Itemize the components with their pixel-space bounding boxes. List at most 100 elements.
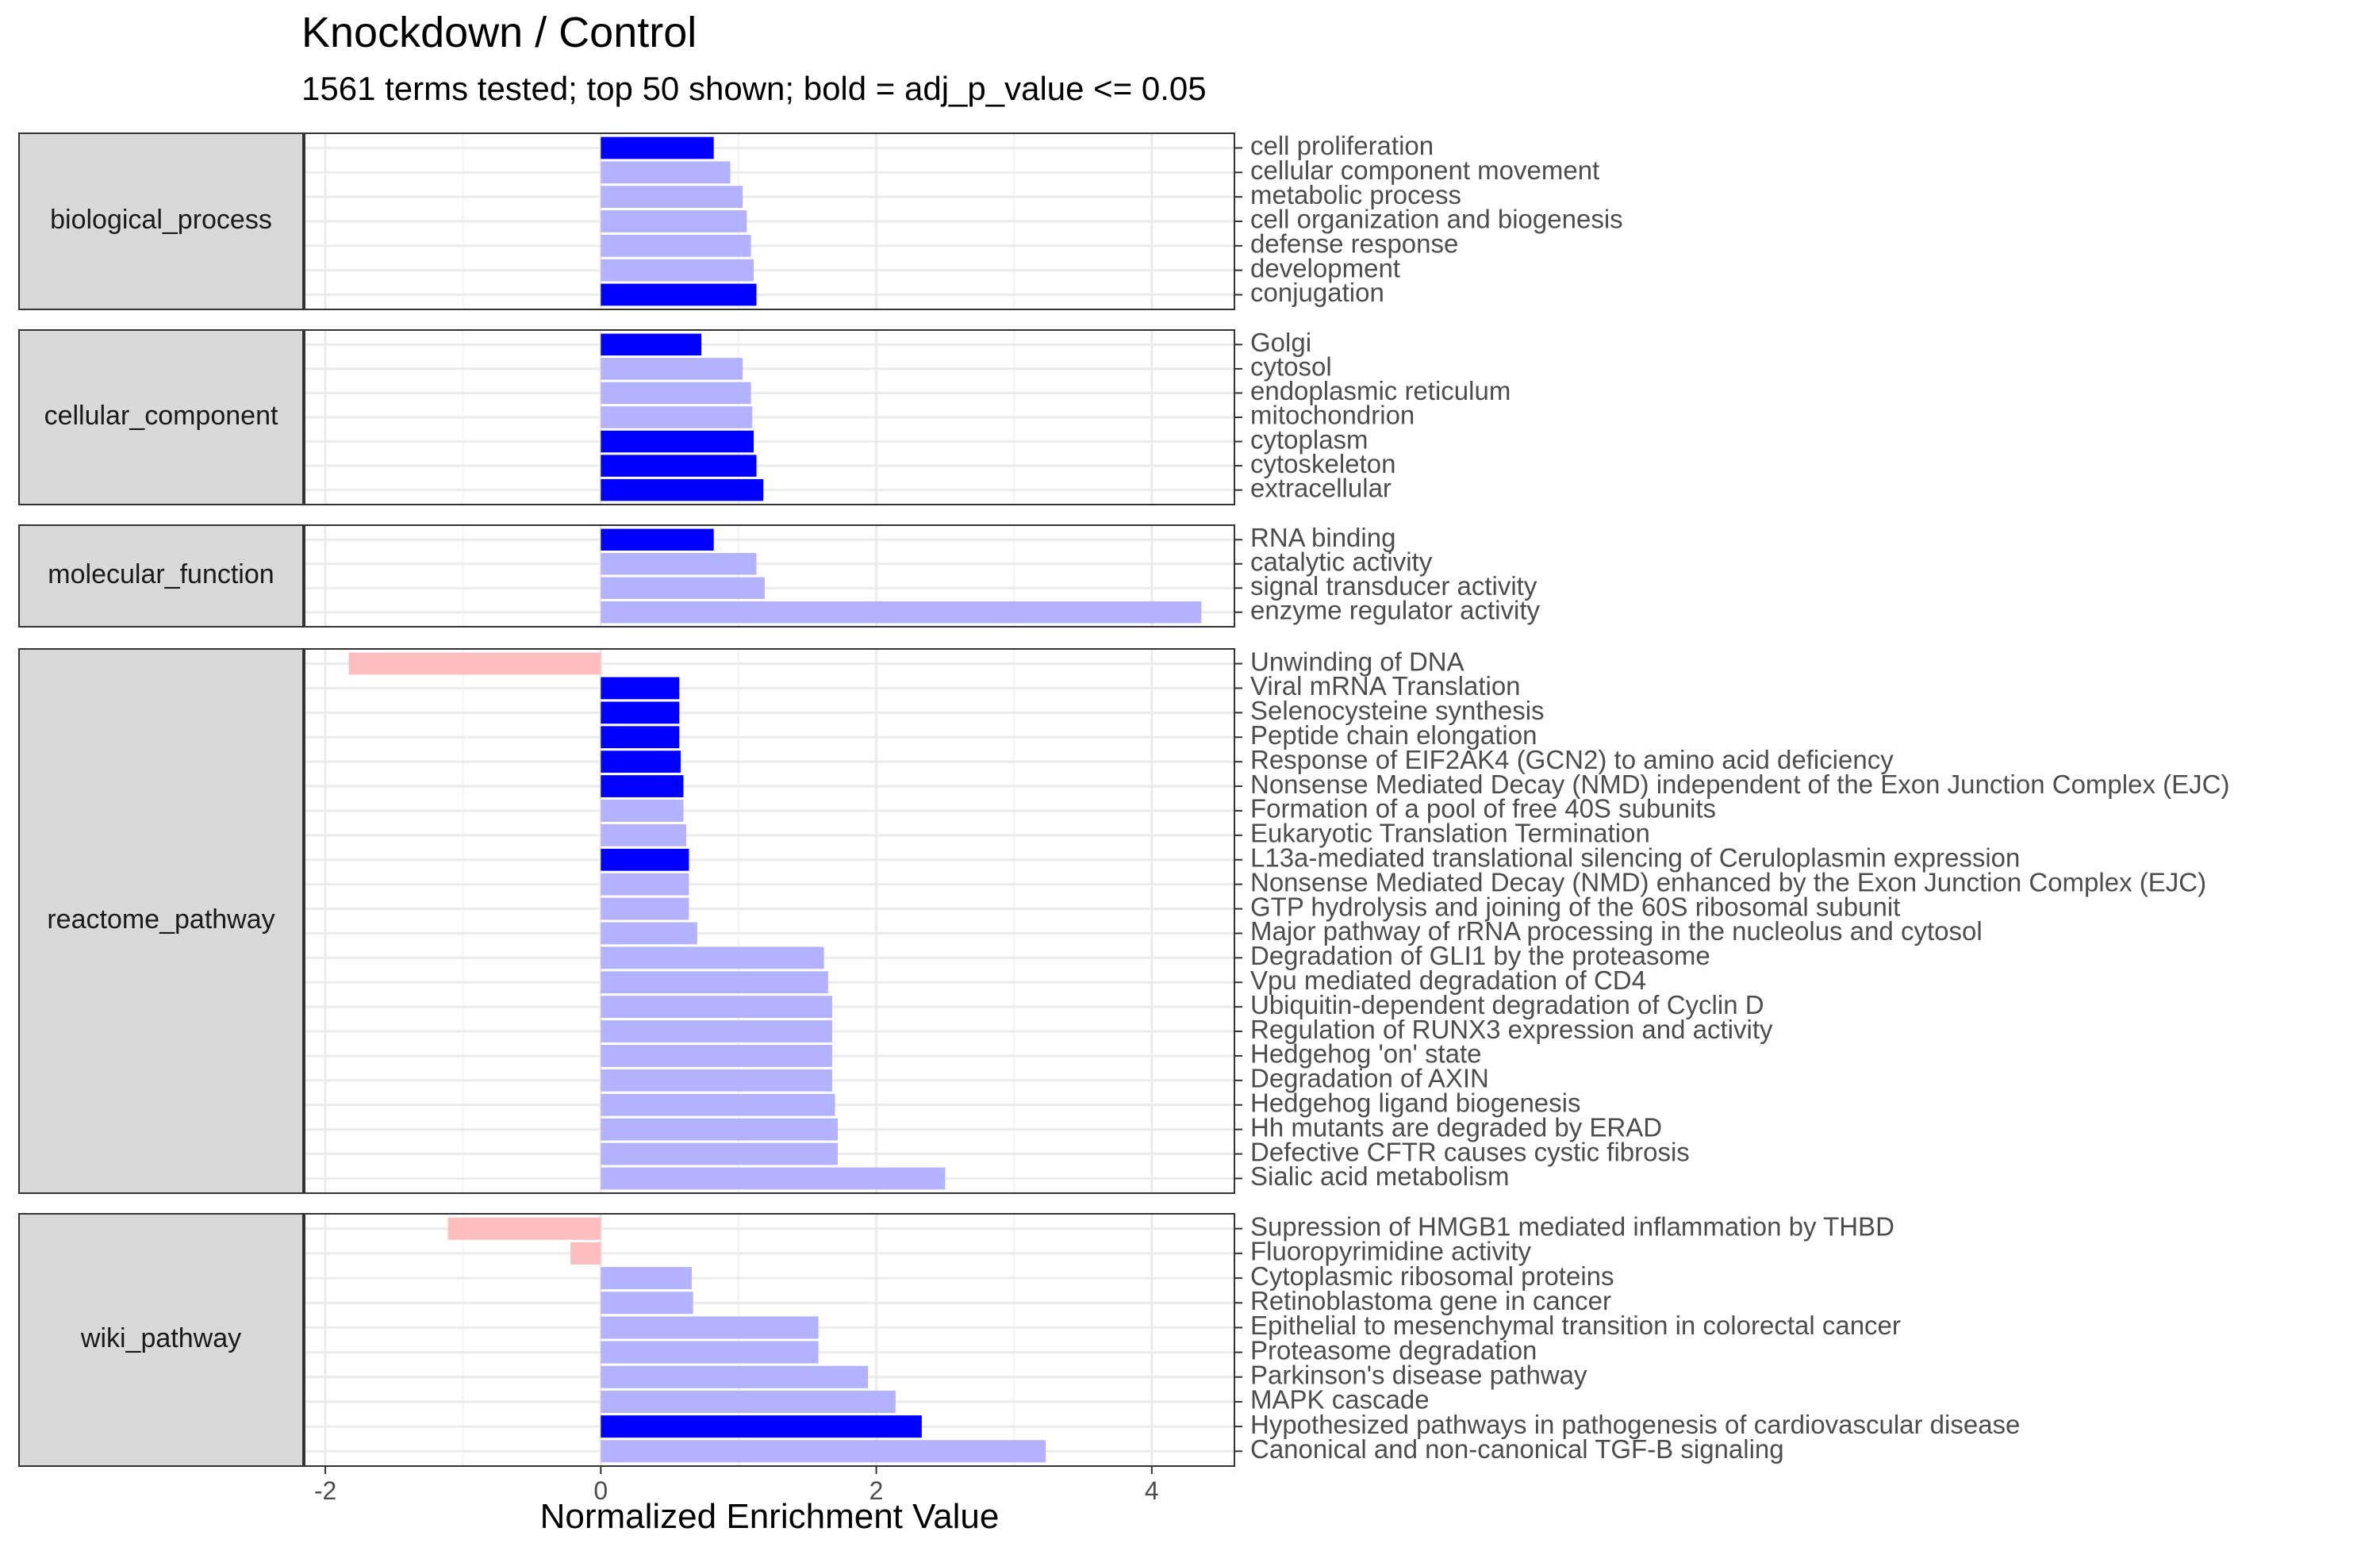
bar bbox=[601, 897, 689, 920]
bar bbox=[601, 1390, 896, 1413]
bar bbox=[601, 701, 680, 724]
bar bbox=[601, 848, 689, 871]
bar bbox=[601, 1069, 833, 1092]
bar bbox=[601, 1440, 1046, 1463]
facet-strip-label: reactome_pathway bbox=[47, 904, 274, 935]
bar bbox=[601, 1292, 693, 1315]
y-tick-label: cell organization and biogenesis bbox=[1250, 205, 1623, 234]
y-tick-label: development bbox=[1250, 253, 1400, 282]
bar bbox=[601, 1093, 835, 1116]
bar bbox=[601, 455, 757, 477]
bar bbox=[601, 1020, 833, 1042]
bar bbox=[601, 726, 680, 749]
y-tick-label: Sialic acid metabolism bbox=[1250, 1161, 1509, 1191]
bar bbox=[601, 1316, 819, 1339]
y-tick-label: Peptide chain elongation bbox=[1250, 720, 1537, 750]
bar bbox=[601, 946, 824, 969]
y-tick-label: mitochondrion bbox=[1250, 401, 1415, 430]
chart-subtitle: 1561 terms tested; top 50 shown; bold = … bbox=[301, 70, 1207, 107]
y-tick-label: RNA binding bbox=[1250, 523, 1395, 552]
facet-strip bbox=[18, 524, 304, 628]
y-tick-label: Hedgehog 'on' state bbox=[1250, 1039, 1482, 1069]
bar bbox=[601, 1142, 838, 1165]
bar bbox=[601, 553, 757, 575]
x-tick-label: 0 bbox=[593, 1476, 608, 1505]
bar bbox=[601, 210, 747, 232]
y-tick-label: Defective CFTR causes cystic fibrosis bbox=[1250, 1137, 1690, 1166]
bar bbox=[601, 601, 1202, 624]
y-tick-label: L13a-mediated translational silencing of… bbox=[1250, 843, 2020, 872]
y-tick-label: cellular component movement bbox=[1250, 155, 1599, 185]
bar bbox=[601, 922, 697, 945]
y-tick-label: Canonical and non-canonical TGF-B signal… bbox=[1250, 1434, 1784, 1464]
y-tick-label: Hypothesized pathways in pathogenesis of… bbox=[1250, 1410, 2020, 1439]
bar bbox=[601, 775, 684, 797]
facet-strip bbox=[18, 1213, 304, 1467]
bar bbox=[601, 1167, 946, 1190]
panel-border bbox=[304, 524, 1235, 628]
y-tick-label: GTP hydrolysis and joining of the 60S ri… bbox=[1250, 892, 1900, 921]
facet-strip-label: wiki_pathway bbox=[80, 1323, 241, 1353]
y-tick-label: conjugation bbox=[1250, 278, 1384, 307]
facet-strip-label: biological_process bbox=[50, 205, 272, 235]
bar bbox=[601, 1415, 922, 1438]
bar bbox=[601, 382, 751, 405]
bar bbox=[601, 1118, 838, 1141]
bar bbox=[601, 1365, 869, 1388]
bar bbox=[601, 873, 689, 896]
bar bbox=[601, 996, 833, 1019]
y-tick-label: Supression of HMGB1 mediated inflammatio… bbox=[1250, 1211, 1894, 1241]
bar bbox=[601, 823, 686, 846]
bar bbox=[601, 577, 765, 599]
bar bbox=[601, 358, 743, 380]
y-tick-label: Nonsense Mediated Decay (NMD) enhanced b… bbox=[1250, 867, 2206, 896]
bar bbox=[601, 259, 754, 282]
bar bbox=[601, 971, 828, 994]
bar bbox=[601, 234, 751, 257]
y-tick-label: cytoskeleton bbox=[1250, 449, 1395, 478]
x-axis-label: Normalized Enrichment Value bbox=[539, 1497, 1000, 1536]
y-tick-label: MAPK cascade bbox=[1250, 1385, 1430, 1415]
chart-title: Knockdown / Control bbox=[301, 9, 697, 56]
bar bbox=[601, 1267, 692, 1290]
y-tick-label: defense response bbox=[1250, 229, 1458, 259]
y-tick-label: Viral mRNA Translation bbox=[1250, 671, 1521, 701]
y-tick-label: Hh mutants are degraded by ERAD bbox=[1250, 1112, 1662, 1142]
bar bbox=[601, 528, 714, 551]
y-tick-label: endoplasmic reticulum bbox=[1250, 376, 1511, 405]
y-tick-label: Golgi bbox=[1250, 328, 1311, 357]
y-tick-label: Parkinson's disease pathway bbox=[1250, 1360, 1587, 1389]
y-tick-label: catalytic activity bbox=[1250, 547, 1433, 576]
y-tick-label: Ubiquitin-dependent degradation of Cycli… bbox=[1250, 990, 1764, 1019]
bar bbox=[601, 430, 754, 453]
bar bbox=[601, 750, 681, 774]
y-tick-label: Vpu mediated degradation of CD4 bbox=[1250, 965, 1646, 995]
y-tick-label: Epithelial to mesenchymal transition in … bbox=[1250, 1311, 1901, 1340]
bar bbox=[601, 1045, 833, 1067]
y-tick-label: Nonsense Mediated Decay (NMD) independen… bbox=[1250, 770, 2229, 799]
x-tick-label: 4 bbox=[1145, 1476, 1159, 1505]
y-tick-label: Degradation of AXIN bbox=[1250, 1064, 1489, 1093]
y-tick-label: Major pathway of rRNA processing in the … bbox=[1250, 916, 1983, 946]
bar bbox=[601, 283, 757, 306]
facet-strip bbox=[18, 132, 304, 310]
facet-strip-label: molecular_function bbox=[48, 559, 274, 589]
bar bbox=[601, 800, 684, 822]
bar bbox=[601, 1341, 819, 1364]
y-tick-label: metabolic process bbox=[1250, 180, 1461, 209]
y-tick-label: Fluoropyrimidine activity bbox=[1250, 1237, 1531, 1266]
y-tick-label: Degradation of GLI1 by the proteasome bbox=[1250, 941, 1710, 970]
y-tick-label: Cytoplasmic ribosomal proteins bbox=[1250, 1261, 1614, 1291]
bar bbox=[601, 161, 731, 184]
bar bbox=[601, 186, 743, 209]
bar bbox=[447, 1217, 601, 1240]
y-tick-label: enzyme regulator activity bbox=[1250, 595, 1540, 624]
bar bbox=[601, 333, 702, 356]
bar bbox=[601, 406, 753, 428]
bar bbox=[601, 677, 680, 700]
bar bbox=[601, 478, 764, 501]
y-tick-label: Unwinding of DNA bbox=[1250, 647, 1464, 676]
y-tick-label: cell proliferation bbox=[1250, 131, 1434, 160]
y-tick-label: Selenocysteine synthesis bbox=[1250, 696, 1545, 725]
x-tick-label: -2 bbox=[314, 1476, 336, 1505]
